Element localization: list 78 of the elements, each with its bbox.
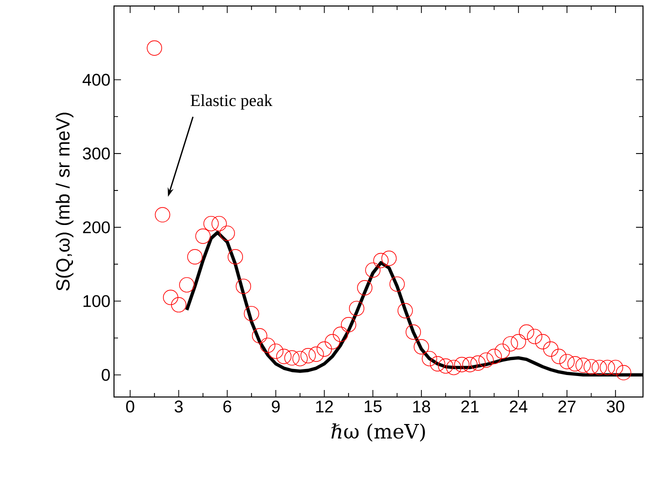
point	[616, 365, 632, 380]
point	[162, 290, 178, 306]
point	[244, 306, 260, 322]
point	[179, 277, 194, 293]
point	[414, 339, 430, 354]
point	[357, 280, 372, 296]
point	[308, 346, 324, 362]
x-tick-label: 27	[558, 400, 576, 412]
point	[600, 360, 616, 376]
point	[381, 250, 397, 266]
point	[171, 297, 186, 312]
point	[494, 344, 510, 359]
point	[146, 40, 162, 56]
y-tick-label: 100	[84, 295, 110, 308]
point	[438, 358, 454, 374]
annotation: Elastic peak	[190, 94, 272, 110]
x-tick-label: 18	[413, 400, 430, 413]
point	[518, 324, 534, 340]
point	[260, 338, 276, 354]
point	[284, 350, 300, 366]
point	[212, 216, 227, 232]
x-tick-label: 15	[364, 400, 382, 412]
point	[406, 324, 421, 340]
point	[389, 276, 405, 292]
point	[576, 358, 591, 373]
point	[502, 336, 518, 352]
point	[446, 360, 462, 376]
point	[584, 359, 599, 374]
point	[220, 226, 235, 241]
point	[430, 356, 446, 372]
point	[154, 207, 170, 222]
x-tick-label: 30	[606, 400, 624, 413]
point	[486, 348, 502, 364]
point	[567, 356, 583, 372]
y-tick-label: 200	[83, 221, 110, 234]
point	[252, 328, 268, 344]
point	[349, 300, 364, 316]
point	[478, 352, 494, 368]
point	[373, 252, 389, 268]
point	[236, 278, 252, 294]
point	[592, 360, 607, 376]
point	[332, 326, 348, 342]
point	[292, 350, 308, 366]
x-tick-label: 0	[126, 400, 134, 413]
x-tick-label: 21	[461, 400, 478, 412]
point	[228, 249, 243, 264]
point	[365, 262, 380, 278]
point	[422, 350, 438, 366]
point	[559, 354, 575, 370]
point	[300, 348, 316, 364]
point	[608, 360, 624, 376]
point	[470, 355, 486, 371]
x-tick-label: 24	[510, 400, 528, 412]
point	[316, 341, 332, 357]
x-axis-title: ℏω (meV)	[331, 423, 425, 442]
point	[340, 317, 356, 332]
point	[203, 216, 219, 232]
x-tick-label: 6	[223, 400, 232, 413]
point	[454, 356, 470, 372]
point	[535, 334, 550, 350]
y-axis-title: S(Q,ω) (mb / sr meV)	[56, 112, 74, 291]
x-tick-label: 3	[174, 400, 183, 413]
y-tick-label: 400	[82, 74, 110, 86]
point	[543, 341, 558, 357]
point	[276, 348, 292, 364]
x-tick-label: 9	[272, 400, 280, 413]
point	[510, 334, 526, 350]
point	[195, 228, 211, 244]
point	[187, 249, 203, 264]
x-tick-label: 12	[316, 400, 333, 412]
point	[324, 334, 340, 350]
point	[462, 356, 478, 372]
point	[551, 348, 567, 364]
point	[526, 328, 542, 344]
y-tick-label: 0	[102, 368, 110, 381]
point	[268, 344, 284, 359]
y-tick-label: 300	[82, 148, 110, 160]
point	[398, 303, 413, 318]
